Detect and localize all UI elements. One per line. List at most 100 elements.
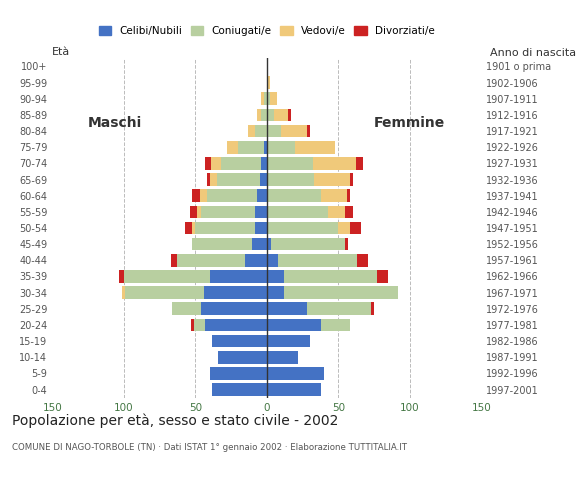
Bar	[267, 173, 314, 186]
Bar	[284, 270, 377, 283]
Bar	[212, 383, 267, 396]
Bar	[177, 254, 245, 266]
Bar	[313, 157, 356, 170]
Bar	[255, 222, 267, 234]
Bar	[185, 222, 193, 234]
Bar	[261, 108, 267, 121]
Bar	[267, 238, 271, 251]
Bar	[201, 205, 255, 218]
Bar	[377, 270, 389, 283]
Bar	[347, 190, 350, 202]
Bar	[267, 222, 338, 234]
Bar	[211, 157, 221, 170]
Bar	[267, 302, 307, 315]
Bar	[267, 141, 295, 154]
Bar	[125, 286, 204, 299]
Bar	[321, 319, 350, 331]
Bar	[261, 93, 264, 105]
Bar	[195, 222, 255, 234]
Bar	[267, 254, 278, 266]
Bar	[267, 383, 321, 396]
Bar	[238, 141, 264, 154]
Bar	[205, 319, 267, 331]
Text: Età: Età	[52, 47, 70, 57]
Bar	[193, 190, 200, 202]
Bar	[261, 157, 267, 170]
Bar	[288, 108, 291, 121]
Bar	[206, 190, 257, 202]
Bar	[193, 222, 195, 234]
Bar	[307, 125, 310, 137]
Bar	[218, 351, 267, 363]
Bar	[209, 367, 267, 380]
Bar	[350, 222, 361, 234]
Bar	[267, 205, 328, 218]
Bar	[267, 93, 270, 105]
Bar	[281, 125, 307, 137]
Bar	[356, 157, 362, 170]
Bar	[248, 125, 255, 137]
Bar	[267, 286, 284, 299]
Text: Femmine: Femmine	[374, 116, 445, 130]
Bar	[346, 238, 349, 251]
Bar	[264, 93, 267, 105]
Bar	[270, 93, 277, 105]
Bar	[204, 286, 267, 299]
Bar	[206, 173, 209, 186]
Bar	[371, 302, 374, 315]
Bar	[122, 286, 125, 299]
Text: Popolazione per età, sesso e stato civile - 2002: Popolazione per età, sesso e stato civil…	[12, 413, 338, 428]
Bar	[257, 108, 261, 121]
Bar	[209, 173, 217, 186]
Bar	[267, 190, 321, 202]
Bar	[267, 270, 284, 283]
Bar	[314, 173, 350, 186]
Bar	[191, 319, 194, 331]
Bar	[264, 141, 267, 154]
Bar	[217, 173, 260, 186]
Bar	[245, 254, 267, 266]
Bar	[295, 141, 335, 154]
Bar	[205, 157, 211, 170]
Text: COMUNE DI NAGO-TORBOLE (TN) · Dati ISTAT 1° gennaio 2002 · Elaborazione TUTTITAL: COMUNE DI NAGO-TORBOLE (TN) · Dati ISTAT…	[12, 443, 407, 452]
Bar	[201, 302, 267, 315]
Bar	[193, 238, 252, 251]
Bar	[212, 335, 267, 348]
Bar	[252, 238, 267, 251]
Bar	[221, 157, 261, 170]
Bar	[271, 238, 346, 251]
Bar	[338, 222, 350, 234]
Bar	[267, 367, 324, 380]
Text: Anno di nascita: Anno di nascita	[490, 48, 576, 58]
Bar	[197, 205, 201, 218]
Bar	[124, 270, 209, 283]
Bar	[284, 286, 398, 299]
Bar	[227, 141, 238, 154]
Bar	[328, 205, 346, 218]
Bar	[267, 335, 310, 348]
Bar	[274, 108, 288, 121]
Bar	[267, 125, 281, 137]
Bar	[357, 254, 368, 266]
Bar	[255, 125, 267, 137]
Bar	[267, 351, 298, 363]
Text: Maschi: Maschi	[88, 116, 142, 130]
Bar	[171, 254, 177, 266]
Bar	[257, 190, 267, 202]
Bar	[190, 205, 197, 218]
Bar	[267, 76, 270, 89]
Bar	[267, 319, 321, 331]
Bar	[267, 157, 313, 170]
Bar	[321, 190, 347, 202]
Bar	[260, 173, 267, 186]
Bar	[350, 173, 353, 186]
Bar	[346, 205, 353, 218]
Bar	[119, 270, 124, 283]
Bar	[194, 319, 205, 331]
Bar	[209, 270, 267, 283]
Bar	[255, 205, 267, 218]
Bar	[278, 254, 357, 266]
Bar	[172, 302, 201, 315]
Bar	[267, 108, 274, 121]
Bar	[200, 190, 206, 202]
